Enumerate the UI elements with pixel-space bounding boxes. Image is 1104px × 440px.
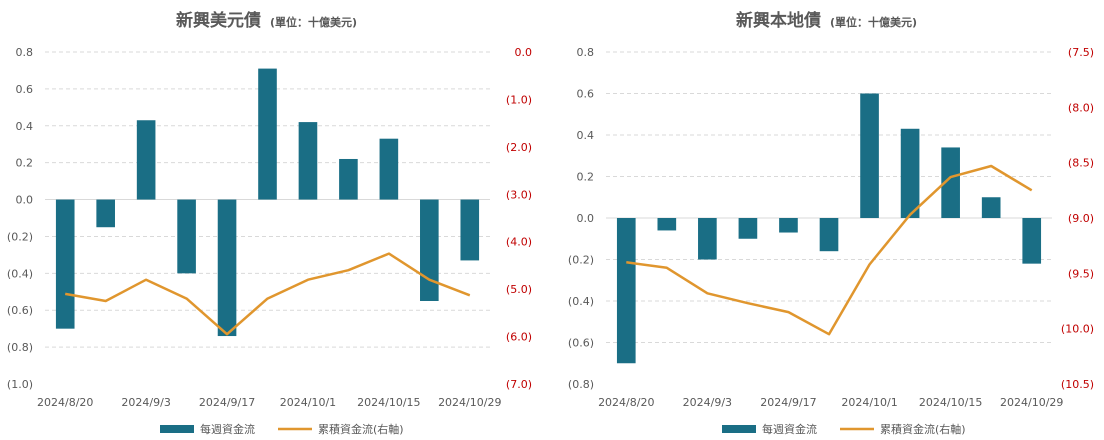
bar-weekly-flow-2 <box>657 218 677 231</box>
bar-weekly-flow-9 <box>941 147 960 218</box>
bar-weekly-flow-1 <box>55 199 75 329</box>
y-left-tick-label: (0.6) <box>7 304 33 317</box>
chart-title: 新興美元債 <box>176 10 261 31</box>
chart-panel-em-usd-bonds: 新興美元債 (單位：十億美元) 0.8 0.6 0.4 0.2 0.0 (0.2) (0.4… <box>7 10 533 436</box>
y-left-tick-label: (0.2) <box>568 254 594 267</box>
y-left-tick-label: (0.6) <box>568 337 594 350</box>
x-tick-label: 2024/9/3 <box>683 396 732 409</box>
y-left-tick-label: (0.8) <box>568 378 594 391</box>
x-tick-label: 2024/10/15 <box>357 396 420 409</box>
chart-subtitle: (單位：十億美元) <box>270 15 357 29</box>
bar-weekly-flow-1 <box>616 218 636 364</box>
y-right-tick-label: (8.5) <box>1068 157 1094 170</box>
line-cumulative-flow <box>626 164 1033 336</box>
x-tick-label: 2024/9/17 <box>199 396 255 409</box>
y-right-tick-label: (9.0) <box>1068 212 1094 225</box>
legend-swatch-bar <box>160 425 194 433</box>
x-tick-label: 2024/10/1 <box>841 396 897 409</box>
chart-em-local-bonds: 新興本地債 (單位：十億美元) 0.8 0.6 0.4 0.2 0.0 (0.2) (0.4… <box>568 10 1094 436</box>
y-right-tick-label: (4.0) <box>506 236 532 249</box>
bar-weekly-flow-6 <box>258 68 277 200</box>
legend-label-weekly-flow: 每週資金流 <box>200 422 255 436</box>
bar-weekly-flow-11 <box>460 199 480 261</box>
y-right-tick-label: (1.0) <box>506 93 532 106</box>
x-tick-label: 2024/8/20 <box>37 396 93 409</box>
chart-panel-em-local-bonds: 新興本地債 (單位：十億美元) 0.8 0.6 0.4 0.2 0.0 (0.2) (0.4… <box>552 0 1104 440</box>
y-left-tick-label: 0.4 <box>577 129 595 142</box>
y-right-tick-label: (10.5) <box>1061 378 1094 391</box>
chart-title: 新興本地債 <box>736 10 821 31</box>
y-right-tick-label: (6.0) <box>506 331 532 344</box>
x-tick-label: 2024/10/29 <box>438 396 501 409</box>
legend-label-cumulative-flow: 累積資金流(右軸) <box>318 422 404 436</box>
y-left-tick-label: (0.4) <box>568 295 594 308</box>
y-right-tick-label: (3.0) <box>506 188 532 201</box>
y-right-tick-label: (5.0) <box>506 283 532 296</box>
y-right-tick-label: (8.0) <box>1068 101 1094 114</box>
x-tick-label: 2024/10/15 <box>919 396 982 409</box>
y-left-tick-label: 0.0 <box>16 194 34 207</box>
bar-weekly-flow-4 <box>738 218 758 239</box>
y-left-tick-label: (0.2) <box>7 230 33 243</box>
y-left-tick-label: 0.8 <box>577 46 595 59</box>
y-left-tick-label: (1.0) <box>7 378 33 391</box>
y-right-tick-label: (7.5) <box>1068 46 1094 59</box>
bar-weekly-flow-10 <box>981 197 1001 218</box>
y-right-tick-label: (7.0) <box>506 378 532 391</box>
line-cumulative-flow <box>64 252 471 336</box>
chart-subtitle: (單位：十億美元) <box>830 15 917 29</box>
y-left-tick-label: 0.2 <box>577 171 595 184</box>
x-tick-label: 2024/10/29 <box>1000 396 1063 409</box>
legend-label-weekly-flow: 每週資金流 <box>762 422 817 436</box>
y-right-tick-label: (10.0) <box>1061 323 1094 336</box>
legend-label-cumulative-flow: 累積資金流(右軸) <box>880 422 966 436</box>
bar-weekly-flow-2 <box>96 199 115 228</box>
bar-weekly-flow-8 <box>900 128 920 218</box>
x-tick-label: 2024/8/20 <box>598 396 654 409</box>
y-left-tick-label: 0.8 <box>16 46 34 59</box>
x-tick-label: 2024/9/17 <box>760 396 816 409</box>
bar-weekly-flow-5 <box>217 199 237 337</box>
bar-weekly-flow-3 <box>136 120 156 200</box>
y-right-tick-label: (2.0) <box>506 141 532 154</box>
bar-weekly-flow-7 <box>298 122 318 200</box>
bar-weekly-flow-5 <box>779 218 798 233</box>
y-left-tick-label: (0.8) <box>7 341 33 354</box>
bar-weekly-flow-4 <box>177 199 196 274</box>
bar-weekly-flow-6 <box>819 218 839 252</box>
bar-weekly-flow-11 <box>1022 218 1042 264</box>
y-left-tick-label: 0.4 <box>16 120 34 133</box>
legend-swatch-bar <box>722 425 756 433</box>
x-tick-label: 2024/9/3 <box>121 396 170 409</box>
y-left-tick-label: 0.6 <box>577 88 595 101</box>
y-left-tick-label: 0.2 <box>16 157 34 170</box>
bar-weekly-flow-10 <box>420 199 439 301</box>
y-right-tick-label: 0.0 <box>515 46 533 59</box>
y-left-tick-label: (0.4) <box>7 267 33 280</box>
bar-weekly-flow-9 <box>379 138 399 200</box>
bar-weekly-flow-7 <box>860 93 879 218</box>
x-tick-label: 2024/10/1 <box>280 396 336 409</box>
y-right-tick-label: (9.5) <box>1068 267 1094 280</box>
bar-weekly-flow-8 <box>339 158 358 200</box>
chart-em-usd-bonds: 新興美元債 (單位：十億美元) 0.8 0.6 0.4 0.2 0.0 (0.2) (0.4… <box>7 10 533 436</box>
y-left-tick-label: 0.6 <box>16 83 34 96</box>
y-left-tick-label: 0.0 <box>577 212 595 225</box>
bar-weekly-flow-3 <box>698 218 717 260</box>
